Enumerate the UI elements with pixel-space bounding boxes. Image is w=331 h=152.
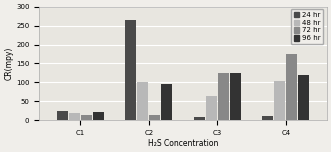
Bar [57,111,68,120]
Bar [286,54,297,120]
Bar [206,96,217,120]
Bar [262,116,273,120]
Bar [69,113,80,120]
Bar [194,117,205,120]
Bar [149,115,160,120]
Bar [298,75,309,120]
Y-axis label: CR(mpy): CR(mpy) [4,47,13,80]
Bar [274,81,285,120]
Bar [93,112,104,120]
Bar [218,73,229,120]
Bar [137,82,148,120]
Legend: 24 hr, 48 hr, 72 hr, 96 hr: 24 hr, 48 hr, 72 hr, 96 hr [291,9,323,44]
Bar [230,73,241,120]
Bar [125,20,136,120]
Bar [161,84,172,120]
X-axis label: H₂S Concentration: H₂S Concentration [148,139,218,148]
Bar [81,115,92,120]
